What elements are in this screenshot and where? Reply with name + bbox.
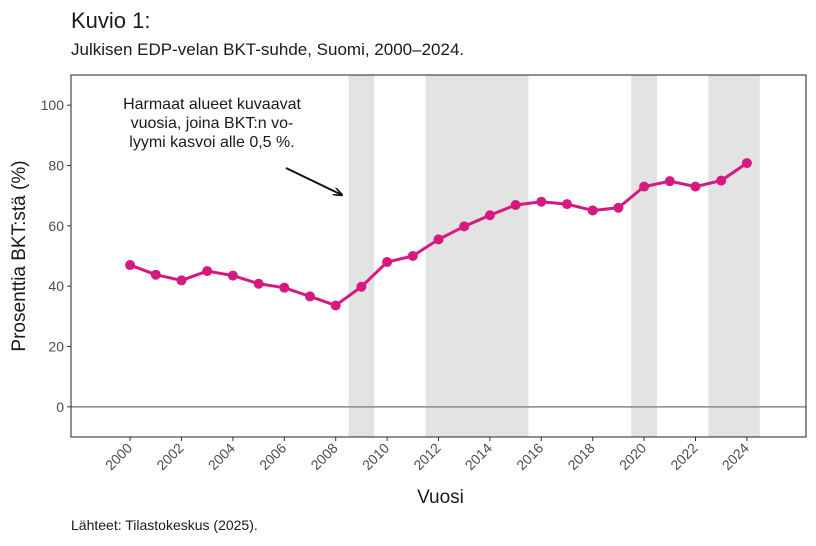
x-tick-label: 2010 xyxy=(359,440,392,473)
annotation-arrow xyxy=(285,167,342,195)
x-tick-label: 2008 xyxy=(307,440,340,473)
y-tick-label: 0 xyxy=(56,399,64,415)
x-tick-label: 2014 xyxy=(462,440,495,473)
x-axis-title: Vuosi xyxy=(417,487,464,508)
shaded-period xyxy=(708,75,760,437)
annotation-line: lyymi kasvoi alle 0,5 %. xyxy=(129,134,295,151)
data-point xyxy=(741,158,752,169)
y-tick-label: 20 xyxy=(48,339,64,355)
source-note: Lähteet: Tilastokeskus (2025). xyxy=(71,517,258,533)
data-point xyxy=(330,300,341,311)
x-tick-label: 2024 xyxy=(719,440,752,473)
x-tick-label: 2000 xyxy=(102,440,135,473)
data-point xyxy=(382,257,393,268)
data-point xyxy=(433,234,444,245)
data-point xyxy=(664,176,675,187)
data-point xyxy=(356,281,367,292)
data-point xyxy=(639,181,650,192)
data-point xyxy=(305,291,316,302)
x-tick-label: 2006 xyxy=(256,440,289,473)
data-point xyxy=(279,282,290,293)
shaded-period xyxy=(425,75,529,437)
data-point xyxy=(407,251,418,261)
annotation-line: vuosia, joina BKT:n vo- xyxy=(130,115,294,132)
data-point xyxy=(716,175,727,186)
x-tick-label: 2018 xyxy=(564,440,597,473)
y-tick-label: 100 xyxy=(41,97,65,113)
y-tick-label: 80 xyxy=(48,158,64,174)
shaded-period xyxy=(631,75,657,437)
y-tick-label: 60 xyxy=(48,218,64,234)
annotation-line: Harmaat alueet kuvaavat xyxy=(123,96,301,113)
data-point xyxy=(613,202,624,213)
data-point xyxy=(202,266,213,277)
y-tick-label: 40 xyxy=(48,278,64,294)
data-point xyxy=(459,221,470,232)
shaded-period xyxy=(348,75,375,437)
data-point xyxy=(253,278,264,289)
data-point xyxy=(484,210,495,221)
x-tick-label: 2012 xyxy=(410,440,443,473)
data-point xyxy=(690,181,701,192)
x-tick-label: 2002 xyxy=(153,440,186,473)
data-point xyxy=(536,196,547,207)
data-point xyxy=(561,199,572,210)
data-point xyxy=(510,200,521,211)
data-point xyxy=(587,205,598,216)
y-axis-title: Prosenttia BKT:stä (%) xyxy=(9,160,30,351)
x-tick-label: 2022 xyxy=(667,440,700,473)
data-point xyxy=(125,260,136,271)
x-tick-label: 2004 xyxy=(205,440,238,473)
chart-subtitle: Julkisen EDP-velan BKT-suhde, Suomi, 200… xyxy=(71,40,465,59)
x-tick-label: 2016 xyxy=(513,440,546,473)
data-point xyxy=(227,270,238,281)
data-point xyxy=(176,275,187,286)
figure-label: Kuvio 1: xyxy=(71,8,151,33)
data-point xyxy=(150,269,161,280)
x-tick-label: 2020 xyxy=(616,440,649,473)
annotation-note: Harmaat alueet kuvaavat vuosia, joina BK… xyxy=(92,95,332,152)
